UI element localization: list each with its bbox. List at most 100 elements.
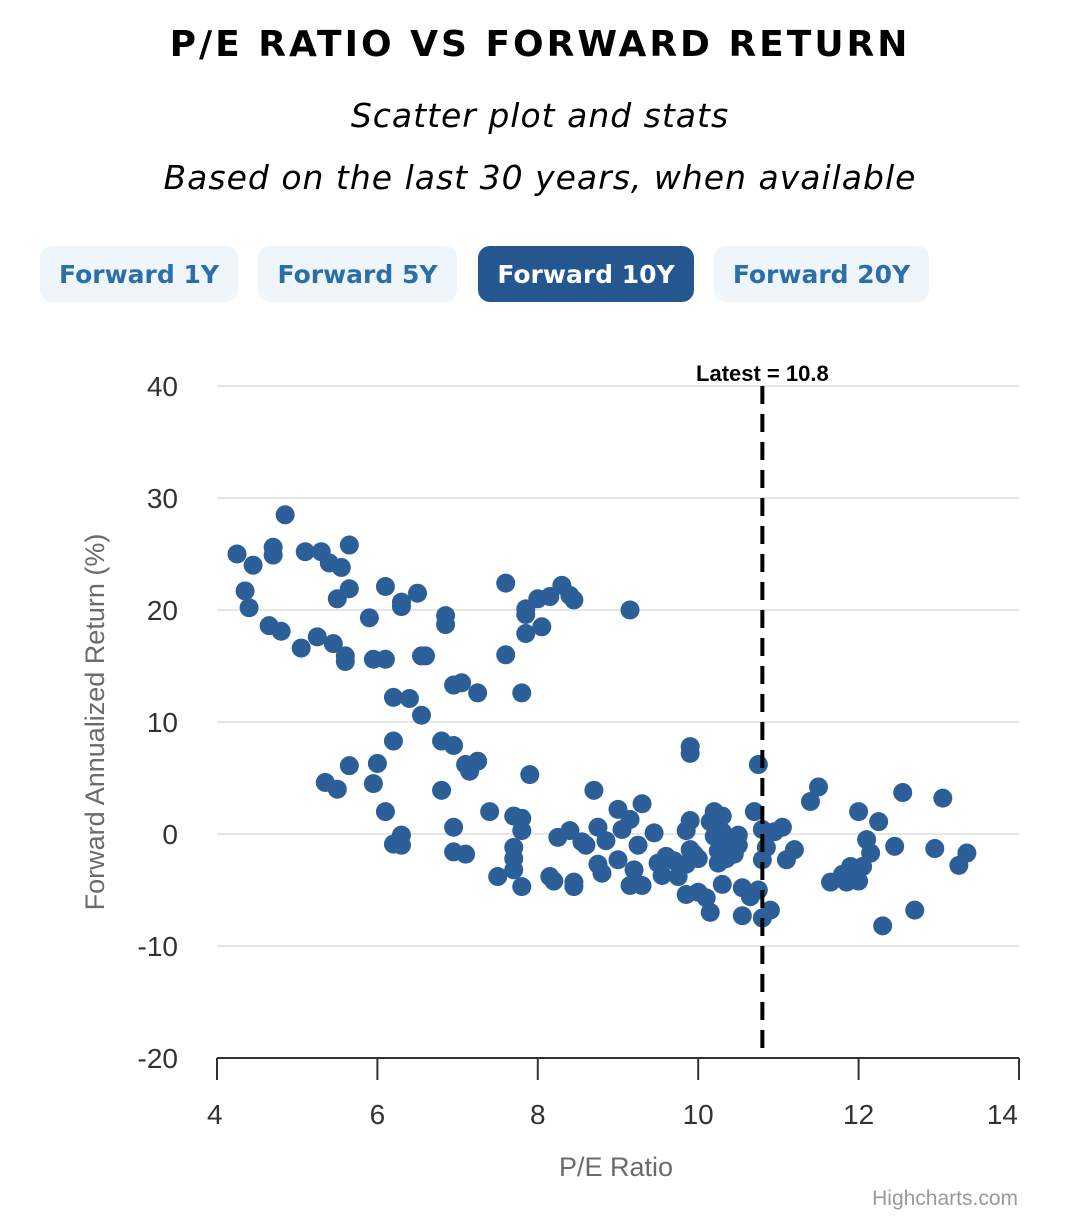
data-point[interactable] <box>784 840 804 860</box>
data-point[interactable] <box>744 802 764 822</box>
data-point[interactable] <box>712 806 732 826</box>
data-point[interactable] <box>363 774 383 794</box>
data-point[interactable] <box>624 860 644 880</box>
data-point[interactable] <box>620 600 640 620</box>
data-point[interactable] <box>700 902 720 922</box>
data-point[interactable] <box>375 802 395 822</box>
data-point[interactable] <box>800 792 820 812</box>
data-point[interactable] <box>383 731 403 751</box>
data-point[interactable] <box>496 573 516 593</box>
data-point[interactable] <box>869 812 889 832</box>
data-point[interactable] <box>760 900 780 920</box>
data-point[interactable] <box>696 888 716 908</box>
data-point[interactable] <box>416 646 436 666</box>
data-point[interactable] <box>576 835 596 855</box>
data-point[interactable] <box>263 545 283 565</box>
data-point[interactable] <box>516 624 536 644</box>
data-point[interactable] <box>275 505 295 525</box>
data-point[interactable] <box>339 535 359 555</box>
data-point[interactable] <box>632 876 652 896</box>
data-point[interactable] <box>512 821 532 841</box>
data-point[interactable] <box>307 627 327 647</box>
tab-forward-5y[interactable]: Forward 5Y <box>258 246 457 302</box>
data-point[interactable] <box>436 615 456 635</box>
tab-forward-10y[interactable]: Forward 10Y <box>478 246 694 302</box>
tab-forward-20y[interactable]: Forward 20Y <box>714 246 929 302</box>
data-point[interactable] <box>512 877 532 897</box>
data-point[interactable] <box>584 780 604 800</box>
data-point[interactable] <box>540 587 560 607</box>
data-point[interactable] <box>588 854 608 874</box>
data-point[interactable] <box>680 811 700 831</box>
data-point[interactable] <box>849 802 869 822</box>
data-point[interactable] <box>564 590 584 610</box>
data-point[interactable] <box>564 877 584 897</box>
data-point[interactable] <box>628 835 648 855</box>
data-point[interactable] <box>375 576 395 596</box>
data-point[interactable] <box>680 743 700 763</box>
data-point[interactable] <box>809 777 828 797</box>
data-point[interactable] <box>885 836 905 856</box>
data-point[interactable] <box>291 638 311 658</box>
data-point[interactable] <box>652 865 672 885</box>
data-point[interactable] <box>516 604 536 624</box>
data-point[interactable] <box>488 867 508 887</box>
data-point[interactable] <box>391 597 411 617</box>
data-point[interactable] <box>335 652 355 672</box>
data-point[interactable] <box>444 736 464 756</box>
tab-forward-1y[interactable]: Forward 1Y <box>40 246 238 302</box>
data-point[interactable] <box>375 649 395 669</box>
data-point[interactable] <box>532 617 552 637</box>
data-point[interactable] <box>367 753 387 773</box>
data-point[interactable] <box>873 916 893 936</box>
data-point[interactable] <box>861 843 881 863</box>
data-point[interactable] <box>728 835 748 855</box>
data-point[interactable] <box>480 802 500 822</box>
data-point[interactable] <box>608 850 628 870</box>
data-point[interactable] <box>359 608 379 628</box>
data-point[interactable] <box>339 756 359 776</box>
data-point[interactable] <box>772 817 792 837</box>
data-point[interactable] <box>893 783 913 803</box>
data-point[interactable] <box>243 555 263 575</box>
highcharts-credit[interactable]: Highcharts.com <box>872 1187 1018 1210</box>
data-point[interactable] <box>925 839 945 859</box>
data-point[interactable] <box>235 581 255 601</box>
data-point[interactable] <box>323 634 343 654</box>
data-point[interactable] <box>456 844 476 864</box>
data-point[interactable] <box>957 843 977 863</box>
data-point[interactable] <box>504 860 524 880</box>
data-point[interactable] <box>748 880 768 900</box>
data-point[interactable] <box>444 817 464 837</box>
data-point[interactable] <box>712 874 732 894</box>
data-point[interactable] <box>383 687 403 707</box>
data-point[interactable] <box>295 542 315 562</box>
data-point[interactable] <box>468 751 488 771</box>
data-point[interactable] <box>399 688 419 708</box>
data-point[interactable] <box>408 583 427 603</box>
data-point[interactable] <box>412 705 432 725</box>
data-point[interactable] <box>468 683 488 703</box>
data-point[interactable] <box>520 765 540 785</box>
data-point[interactable] <box>688 849 708 869</box>
data-point[interactable] <box>632 794 652 814</box>
data-point[interactable] <box>391 835 411 855</box>
data-point[interactable] <box>327 779 347 799</box>
data-point[interactable] <box>331 557 351 577</box>
data-point[interactable] <box>432 780 452 800</box>
data-point[interactable] <box>905 900 925 920</box>
data-point[interactable] <box>327 589 347 609</box>
data-point[interactable] <box>596 831 616 851</box>
data-point[interactable] <box>849 871 869 891</box>
data-point[interactable] <box>748 755 768 775</box>
data-point[interactable] <box>452 673 472 693</box>
data-point[interactable] <box>620 809 640 829</box>
data-point[interactable] <box>512 683 532 703</box>
data-point[interactable] <box>544 871 564 891</box>
data-point[interactable] <box>732 906 752 926</box>
data-point[interactable] <box>560 821 580 841</box>
data-point[interactable] <box>496 645 516 665</box>
data-point[interactable] <box>644 823 664 843</box>
data-point[interactable] <box>239 598 259 618</box>
data-point[interactable] <box>271 621 291 641</box>
